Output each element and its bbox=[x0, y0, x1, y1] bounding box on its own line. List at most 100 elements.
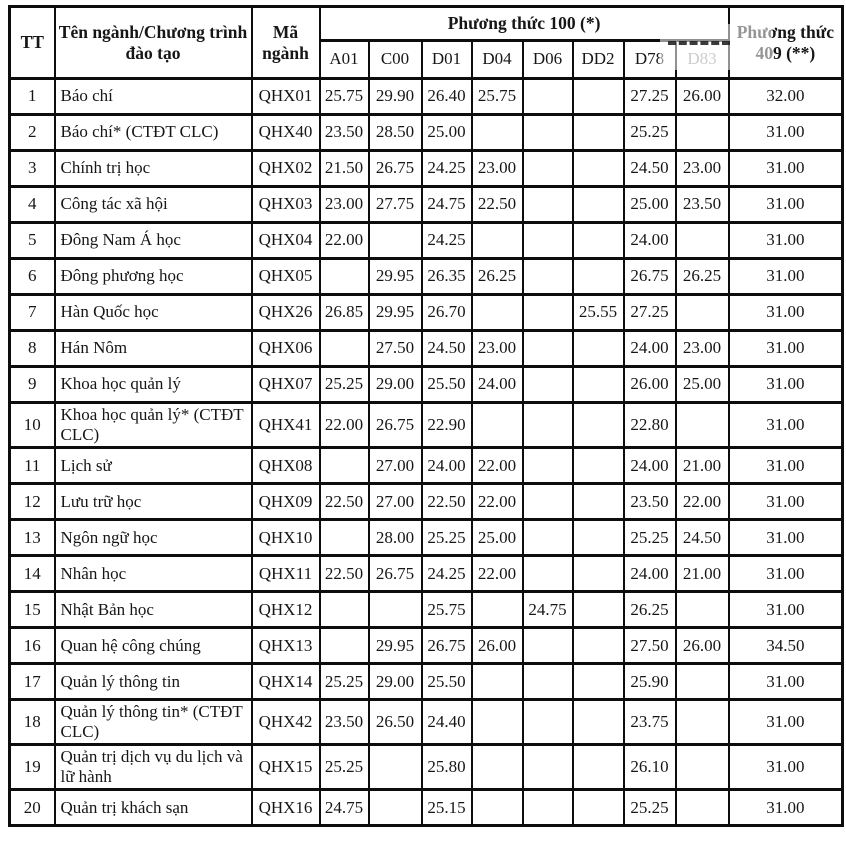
score-cell-d83: 26.00 bbox=[674, 626, 730, 666]
table-row: 17 Quản lý thông tin QHX14 25.25 29.00 2… bbox=[8, 662, 844, 702]
score-cell-d78: 25.90 bbox=[622, 662, 677, 702]
score-cell-d78: 24.00 bbox=[622, 446, 677, 486]
score-cell-c00: 27.00 bbox=[367, 446, 423, 486]
score-cell-d78: 25.25 bbox=[622, 518, 677, 558]
score-cell-a01: 25.75 bbox=[318, 77, 370, 116]
score-cell-d01: 25.50 bbox=[420, 365, 473, 404]
program-name-cell: Quản trị khách sạn bbox=[53, 788, 253, 828]
score-cell-d04 bbox=[470, 590, 524, 630]
score-cell-d04 bbox=[470, 400, 524, 450]
score-cell-d04: 23.00 bbox=[470, 329, 524, 368]
table-row: 9 Khoa học quản lý QHX07 25.25 29.00 25.… bbox=[8, 365, 844, 404]
col-header-d04: D04 bbox=[470, 39, 524, 80]
score-cell-d83: 23.50 bbox=[674, 185, 730, 224]
score-cell-d06 bbox=[521, 400, 574, 450]
major-code-cell: QHX02 bbox=[250, 149, 321, 188]
score-cell-d83: 26.25 bbox=[674, 257, 730, 296]
score-cell-c00: 29.90 bbox=[367, 77, 423, 116]
score-cell-d78: 27.25 bbox=[622, 293, 677, 332]
row-number-cell: 5 bbox=[8, 221, 56, 260]
program-name-cell: Quản lý thông tin bbox=[53, 662, 253, 702]
score-cell-d83: 25.00 bbox=[674, 365, 730, 404]
score-cell-c00: 28.00 bbox=[367, 518, 423, 558]
score-cell-a01: 22.50 bbox=[318, 482, 370, 522]
score-cell-a01 bbox=[318, 257, 370, 296]
row-number-cell: 12 bbox=[8, 482, 56, 522]
major-code-cell: QHX14 bbox=[250, 662, 321, 702]
score-cell-d06 bbox=[521, 113, 574, 152]
table-row: 11 Lịch sử QHX08 27.00 24.00 22.00 24.00… bbox=[8, 446, 844, 486]
score-cell-d06: 24.75 bbox=[521, 590, 574, 630]
method-409-score-cell: 34.50 bbox=[727, 626, 844, 666]
program-name-cell: Nhân học bbox=[53, 554, 253, 594]
score-cell-d01: 26.35 bbox=[420, 257, 473, 296]
score-cell-d83 bbox=[674, 400, 730, 450]
major-code-cell: QHX07 bbox=[250, 365, 321, 404]
score-cell-d83 bbox=[674, 293, 730, 332]
score-cell-d06 bbox=[521, 257, 574, 296]
score-cell-d04 bbox=[470, 788, 524, 828]
score-cell-d83: 21.00 bbox=[674, 446, 730, 486]
major-code-cell: QHX03 bbox=[250, 185, 321, 224]
program-name-cell: Khoa học quản lý* (CTĐT CLC) bbox=[53, 400, 253, 450]
score-cell-d83: 22.00 bbox=[674, 482, 730, 522]
program-name-cell: Báo chí bbox=[53, 77, 253, 116]
score-cell-d83: 24.50 bbox=[674, 518, 730, 558]
col-header-d83: D83 bbox=[674, 39, 730, 80]
score-cell-d78: 27.25 bbox=[622, 77, 677, 116]
score-cell-d01: 25.75 bbox=[420, 590, 473, 630]
table-row: 20 Quản trị khách sạn QHX16 24.75 25.15 … bbox=[8, 788, 844, 828]
table-row: 18 Quản lý thông tin* (CTĐT CLC) QHX42 2… bbox=[8, 698, 844, 747]
col-header-d01: D01 bbox=[420, 39, 473, 80]
score-cell-c00: 28.50 bbox=[367, 113, 423, 152]
score-cell-d04: 25.00 bbox=[470, 518, 524, 558]
score-cell-dd2 bbox=[571, 113, 625, 152]
program-name-cell: Chính trị học bbox=[53, 149, 253, 188]
score-cell-d01: 22.90 bbox=[420, 400, 473, 450]
col-header-dd2: DD2 bbox=[571, 39, 625, 80]
major-code-cell: QHX11 bbox=[250, 554, 321, 594]
score-cell-d78: 24.50 bbox=[622, 149, 677, 188]
score-cell-d06 bbox=[521, 329, 574, 368]
table-header: TT Tên ngành/Chương trình đào tạo Mã ngà… bbox=[8, 5, 844, 80]
program-name-cell: Lưu trữ học bbox=[53, 482, 253, 522]
col-header-c00: C00 bbox=[367, 39, 423, 80]
score-cell-c00: 29.00 bbox=[367, 662, 423, 702]
row-number-cell: 19 bbox=[8, 743, 56, 792]
table-row: 13 Ngôn ngữ học QHX10 28.00 25.25 25.00 … bbox=[8, 518, 844, 558]
score-cell-c00 bbox=[367, 221, 423, 260]
score-cell-a01: 26.85 bbox=[318, 293, 370, 332]
score-cell-d78: 24.00 bbox=[622, 554, 677, 594]
score-cell-d06 bbox=[521, 185, 574, 224]
major-code-cell: QHX15 bbox=[250, 743, 321, 792]
score-cell-a01: 22.00 bbox=[318, 400, 370, 450]
table-row: 16 Quan hệ công chúng QHX13 29.95 26.75 … bbox=[8, 626, 844, 666]
score-cell-d06 bbox=[521, 482, 574, 522]
score-cell-dd2 bbox=[571, 554, 625, 594]
major-code-cell: QHX08 bbox=[250, 446, 321, 486]
score-cell-d01: 25.25 bbox=[420, 518, 473, 558]
score-cell-d78: 24.00 bbox=[622, 329, 677, 368]
major-code-cell: QHX06 bbox=[250, 329, 321, 368]
row-number-cell: 4 bbox=[8, 185, 56, 224]
col-header-method-409: Phương thức 409 (**) bbox=[727, 5, 844, 80]
row-number-cell: 3 bbox=[8, 149, 56, 188]
program-name-cell: Hán Nôm bbox=[53, 329, 253, 368]
major-code-cell: QHX26 bbox=[250, 293, 321, 332]
score-cell-d83 bbox=[674, 221, 730, 260]
row-number-cell: 15 bbox=[8, 590, 56, 630]
score-cell-dd2 bbox=[571, 77, 625, 116]
method-409-score-cell: 31.00 bbox=[727, 400, 844, 450]
score-cell-d04: 25.75 bbox=[470, 77, 524, 116]
table-row: 4 Công tác xã hội QHX03 23.00 27.75 24.7… bbox=[8, 185, 844, 224]
program-name-cell: Lịch sử bbox=[53, 446, 253, 486]
score-cell-dd2 bbox=[571, 698, 625, 747]
score-cell-d06 bbox=[521, 554, 574, 594]
score-cell-d01: 26.75 bbox=[420, 626, 473, 666]
method-409-score-cell: 31.00 bbox=[727, 185, 844, 224]
score-cell-d01: 24.40 bbox=[420, 698, 473, 747]
score-cell-d01: 26.40 bbox=[420, 77, 473, 116]
score-cell-dd2: 25.55 bbox=[571, 293, 625, 332]
score-cell-dd2 bbox=[571, 590, 625, 630]
table-row: 1 Báo chí QHX01 25.75 29.90 26.40 25.75 … bbox=[8, 77, 844, 116]
